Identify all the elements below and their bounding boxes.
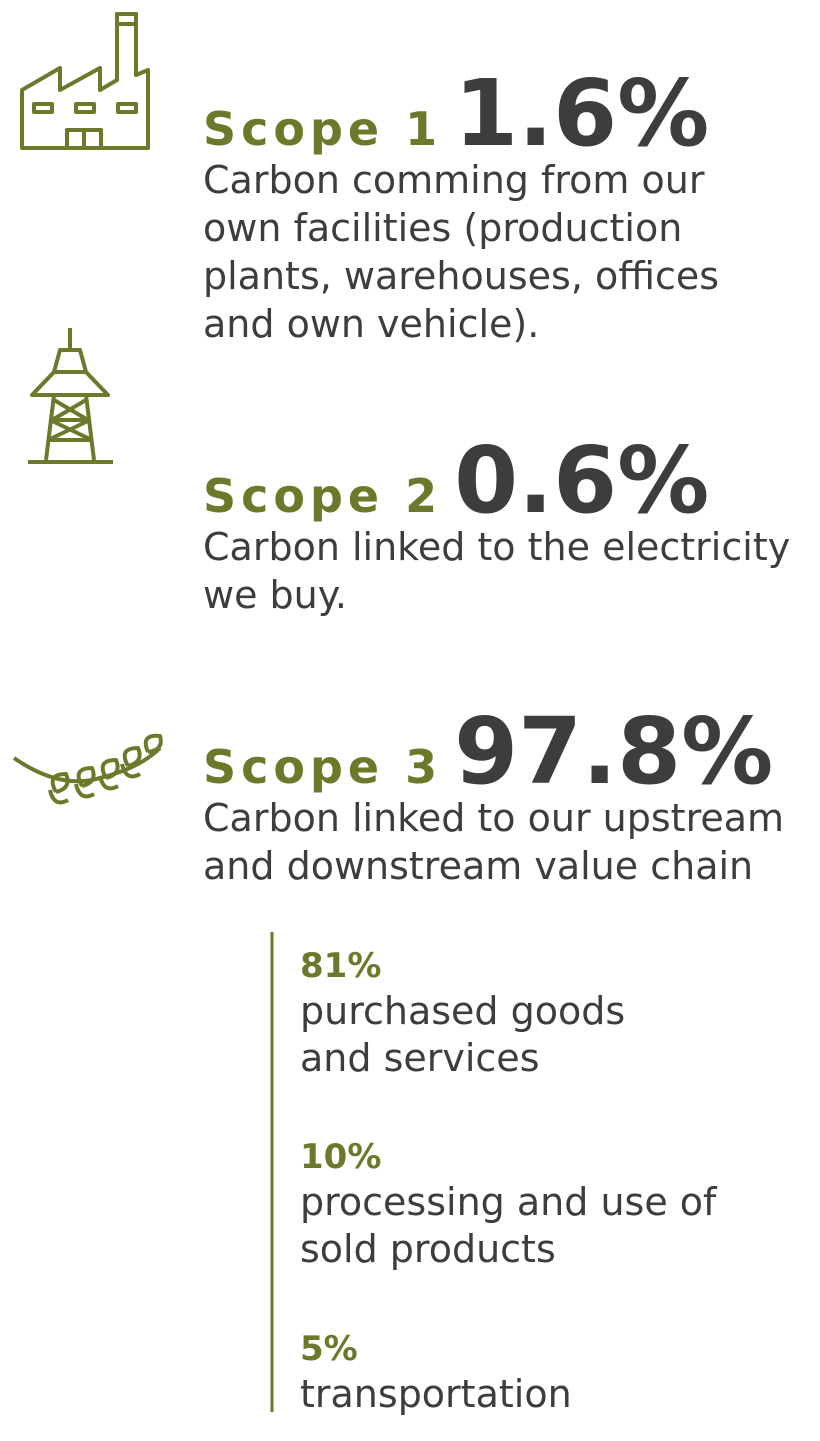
scope-value: 0.6%: [454, 427, 709, 534]
scope-description: and own vehicle).: [203, 302, 539, 346]
scope-description: and downstream value chain: [203, 844, 753, 888]
scope-description: Carbon linked to our upstream: [203, 796, 784, 840]
breakdown-value: 10%: [300, 1137, 381, 1177]
scope-label: Scope 1: [203, 102, 442, 156]
scope-value: 97.8%: [454, 698, 773, 805]
scope-label: Scope 2: [203, 469, 442, 523]
scope-description: Carbon linked to the electricity: [203, 525, 790, 569]
scope-description: Carbon comming from our: [203, 158, 705, 202]
factory-icon: [20, 12, 150, 150]
scope-label: Scope 3: [203, 740, 442, 794]
scope-value: 1.6%: [454, 60, 709, 167]
breakdown-description: and services: [300, 1036, 540, 1080]
scope-description: we buy.: [203, 573, 347, 617]
breakdown-description: transportation: [300, 1372, 572, 1416]
wheat-icon: [12, 733, 163, 805]
scope-description: own facilities (production: [203, 206, 682, 250]
breakdown-description: processing and use of: [300, 1180, 718, 1224]
breakdown-value: 81%: [300, 946, 381, 986]
pylon-icon: [28, 328, 113, 464]
breakdown-description: sold products: [300, 1227, 556, 1271]
breakdown-value: 5%: [300, 1329, 358, 1369]
breakdown-description: purchased goods: [300, 989, 625, 1033]
scope-description: plants, warehouses, offices: [203, 254, 719, 298]
